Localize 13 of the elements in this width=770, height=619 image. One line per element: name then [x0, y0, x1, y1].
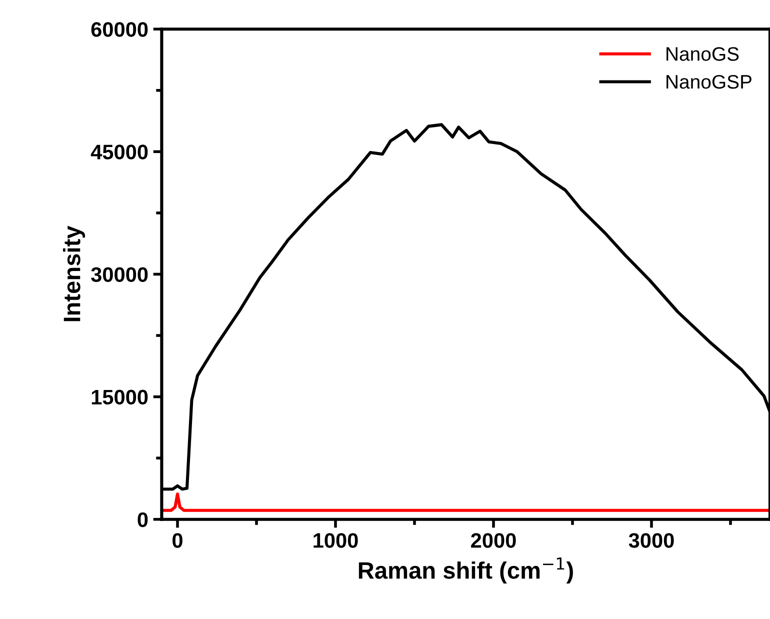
- y-tick-label: 30000: [91, 267, 148, 282]
- x-tick-label: 2000: [471, 533, 516, 548]
- legend-label: NanoGSP: [666, 74, 752, 89]
- x-axis-title: Raman shift (cm$^{−1}$): [358, 558, 573, 584]
- y-tick-label: 60000: [91, 22, 148, 37]
- legend-label: NanoGS: [666, 47, 739, 61]
- x-tick-label: 1000: [314, 533, 358, 548]
- y-tick-label: 15000: [92, 390, 148, 405]
- y-tick-label: 0: [138, 512, 148, 528]
- y-axis-title: Intensity: [63, 226, 86, 322]
- x-tick-label: 3000: [628, 533, 674, 548]
- y-tick-label: 45000: [90, 144, 148, 160]
- x-tick-label: 0: [172, 533, 182, 548]
